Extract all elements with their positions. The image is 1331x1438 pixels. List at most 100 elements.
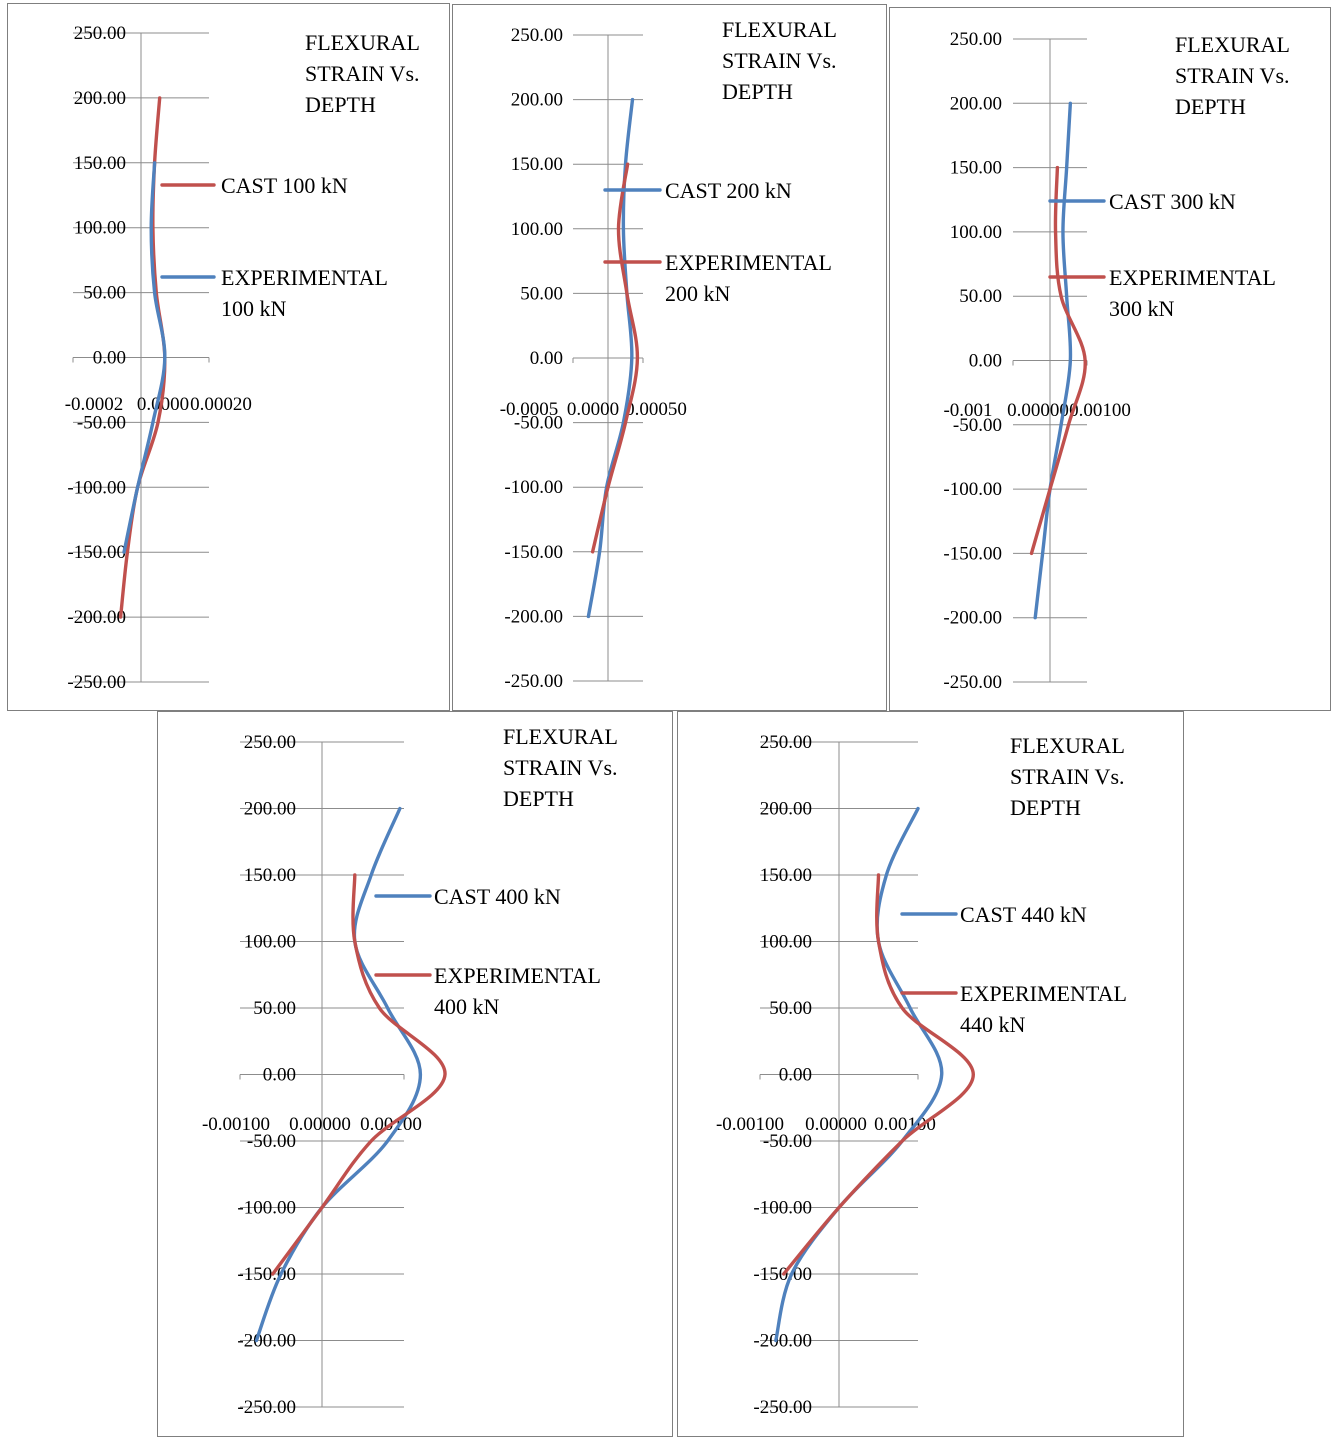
- chart-panel-4: 250.00 200.00 150.00 100.00 50.00 0.00 -50.00-…: [157, 711, 673, 1437]
- chart-panel-1: 250.00 200.00 150.00 100.00 50.00 0.00 -50.00-…: [7, 3, 450, 711]
- series-line: [1029, 165, 1087, 556]
- chart-title: FLEXURAL: [503, 724, 618, 749]
- y-tick-label: 250.00: [950, 29, 1002, 50]
- chart-svg-1: 250.00200.00150.00100.0050.000.00-50.00-…: [65, 23, 420, 693]
- series-line: [774, 806, 944, 1343]
- y-tick-label: -250.00: [753, 1397, 812, 1418]
- y-tick-label: 150.00: [244, 865, 296, 886]
- chart-title: STRAIN Vs.: [722, 48, 837, 73]
- y-tick-label: 50.00: [959, 286, 1002, 307]
- chart-svg-2: 250.00200.00150.00100.0050.000.00-50.00-…: [500, 17, 837, 692]
- y-tick-label: -250.00: [67, 672, 126, 693]
- x-tick-label: -0.00100: [716, 1114, 784, 1135]
- series-line: [782, 873, 975, 1276]
- series-line: [590, 162, 640, 554]
- x-tick-label: -0.001: [943, 400, 992, 421]
- y-tick-label: 100.00: [244, 932, 296, 953]
- y-tick-label: 50.00: [253, 998, 296, 1019]
- y-tick-label: 50.00: [83, 283, 126, 304]
- legend-label: CAST 300 kN: [1109, 189, 1236, 214]
- x-tick-label: 0.00020: [190, 394, 252, 415]
- legend-label: EXPERIMENTAL: [221, 265, 388, 290]
- chart-title: FLEXURAL: [1010, 733, 1125, 758]
- chart-svg-5: 250.00200.00150.00100.0050.000.00-50.00-…: [716, 732, 1127, 1418]
- legend-label: 100 kN: [221, 296, 287, 321]
- x-tick-label: 0.0000: [137, 394, 189, 415]
- chart-title: FLEXURAL: [722, 17, 837, 42]
- y-tick-label: -100.00: [504, 477, 563, 498]
- chart-title: STRAIN Vs.: [503, 755, 618, 780]
- y-tick-label: 150.00: [74, 153, 126, 174]
- legend-label: EXPERIMENTAL: [1109, 265, 1276, 290]
- y-tick-label: -100.00: [67, 477, 126, 498]
- y-tick-label: 150.00: [760, 865, 812, 886]
- y-tick-label: 250.00: [760, 732, 812, 753]
- legend-label: CAST 440 kN: [960, 902, 1087, 927]
- y-tick-label: 250.00: [244, 732, 296, 753]
- legend-label: EXPERIMENTAL: [665, 250, 832, 275]
- x-tick-label: -0.00100: [202, 1114, 270, 1135]
- chart-title: DEPTH: [722, 79, 793, 104]
- series-line: [254, 806, 423, 1343]
- chart-title: DEPTH: [1175, 94, 1246, 119]
- legend-label: 300 kN: [1109, 296, 1175, 321]
- y-tick-label: 150.00: [511, 154, 563, 175]
- chart-title: STRAIN Vs.: [1175, 63, 1290, 88]
- chart-title: STRAIN Vs.: [1010, 764, 1125, 789]
- x-tick-label: 0.00000: [289, 1114, 351, 1135]
- y-tick-label: -50.00: [77, 412, 126, 433]
- y-tick-label: 0.00: [263, 1065, 296, 1086]
- series-line: [271, 873, 447, 1276]
- y-tick-label: 0.00: [93, 348, 126, 369]
- y-tick-label: -150.00: [237, 1264, 296, 1285]
- y-tick-label: -200.00: [237, 1331, 296, 1352]
- y-tick-label: 100.00: [760, 932, 812, 953]
- legend-label: 440 kN: [960, 1012, 1026, 1037]
- y-tick-label: 200.00: [511, 90, 563, 111]
- chart-panel-3: 250.00 200.00 150.00 100.00 50.00 0.00 -50.00-…: [889, 7, 1331, 711]
- y-tick-label: -50.00: [953, 415, 1002, 436]
- x-tick-label: 0.00000: [1007, 400, 1069, 421]
- y-tick-label: 50.00: [769, 998, 812, 1019]
- chart-panel-5: 250.00 200.00 150.00 100.00 50.00 0.00 -50.00-…: [677, 711, 1184, 1437]
- y-tick-label: 200.00: [950, 93, 1002, 114]
- y-tick-label: 200.00: [760, 799, 812, 820]
- chart-title: DEPTH: [1010, 795, 1081, 820]
- y-tick-label: 200.00: [244, 799, 296, 820]
- chart-title: FLEXURAL: [305, 30, 420, 55]
- legend-label: EXPERIMENTAL: [434, 963, 601, 988]
- y-tick-label: 100.00: [511, 219, 563, 240]
- chart-title: DEPTH: [503, 786, 574, 811]
- series-line: [122, 161, 167, 554]
- legend-label: EXPERIMENTAL: [960, 981, 1127, 1006]
- chart-svg-4: 250.00200.00150.00100.0050.000.00-50.00-…: [202, 724, 618, 1418]
- chart-title: FLEXURAL: [1175, 32, 1290, 57]
- x-tick-label: 0.00050: [625, 399, 687, 420]
- legend-label: 400 kN: [434, 994, 500, 1019]
- chart-title: STRAIN Vs.: [305, 61, 420, 86]
- series-line: [1033, 101, 1073, 620]
- chart-panel-2: 250.00 200.00 150.00 100.00 50.00 0.00 -50.00-…: [452, 4, 887, 711]
- chart-svg-3: 250.00 200.00 150.00 100.00 50.00 0.00 -50.00-…: [943, 29, 1290, 693]
- legend-label: CAST 200 kN: [665, 178, 792, 203]
- y-tick-label: 200.00: [74, 88, 126, 109]
- x-tick-label: 0.00100: [874, 1114, 936, 1135]
- y-tick-label: 50.00: [520, 283, 563, 304]
- y-tick-label: 250.00: [74, 23, 126, 44]
- y-tick-label: 0.00: [779, 1065, 812, 1086]
- chart-title: DEPTH: [305, 92, 376, 117]
- y-tick-label: 0.00: [969, 351, 1002, 372]
- y-tick-label: -200.00: [504, 606, 563, 627]
- y-tick-label: 100.00: [950, 222, 1002, 243]
- x-tick-label: -0.0005: [500, 399, 559, 420]
- y-tick-label: -100.00: [237, 1198, 296, 1219]
- x-tick-label: 0.00100: [1069, 400, 1131, 421]
- y-tick-label: -150.00: [67, 542, 126, 563]
- y-tick-label: 150.00: [950, 158, 1002, 179]
- y-tick-label: -200.00: [67, 607, 126, 628]
- legend-label: CAST 400 kN: [434, 884, 561, 909]
- y-tick-label: 250.00: [511, 25, 563, 46]
- y-tick-label: -200.00: [753, 1331, 812, 1352]
- y-tick-label: 0.00: [530, 348, 563, 369]
- y-tick-label: -50.00: [247, 1131, 296, 1152]
